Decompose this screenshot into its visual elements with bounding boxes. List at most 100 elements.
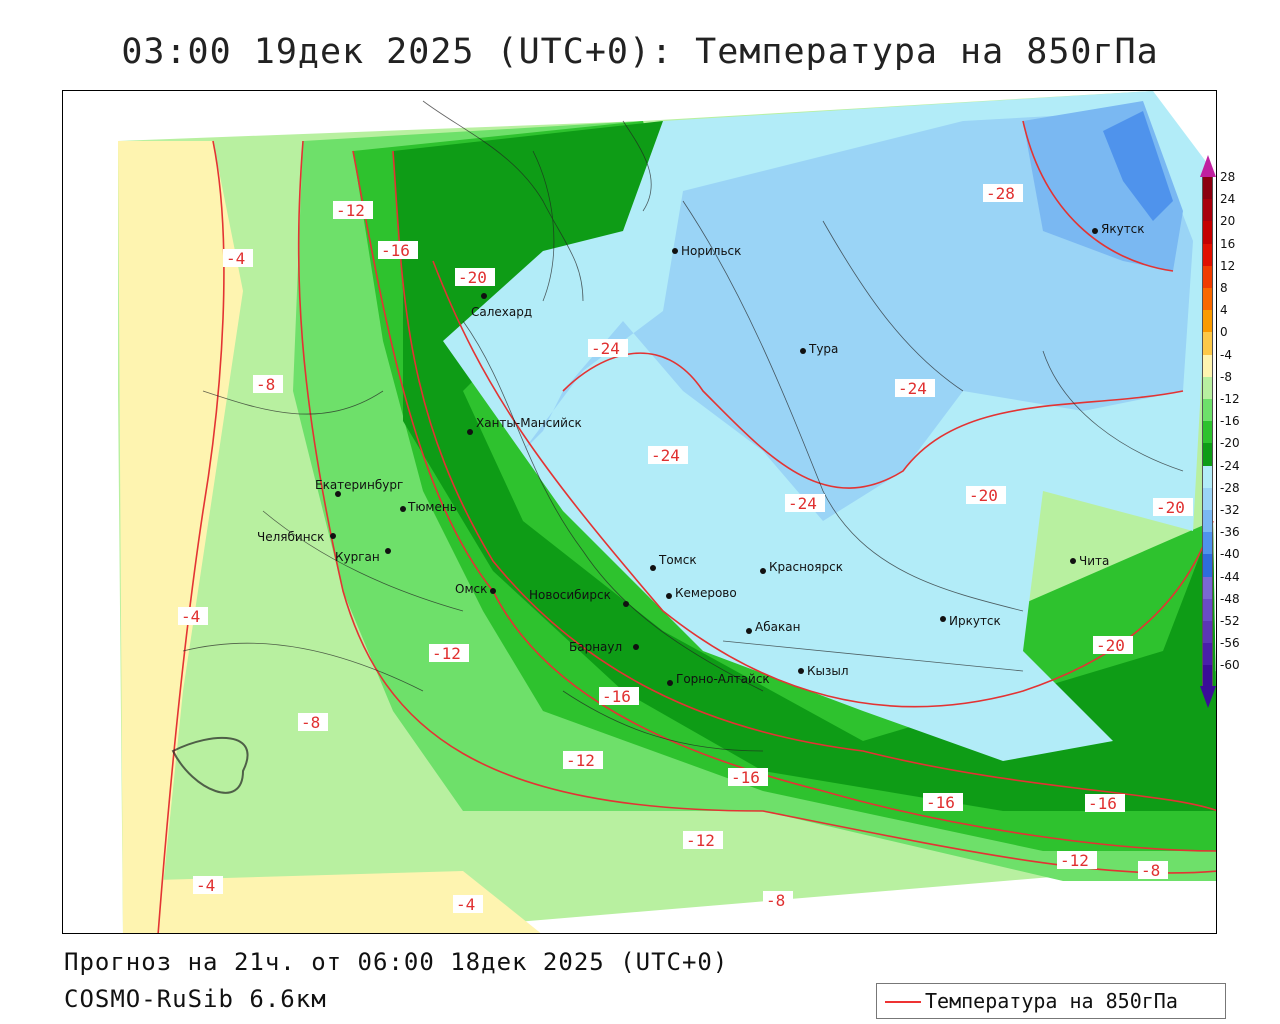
colorbar-tick-label: 4 bbox=[1220, 303, 1228, 318]
contour-label: -12 bbox=[683, 831, 723, 850]
contour-label: -16 bbox=[378, 241, 418, 260]
city-novosibirsk: Новосибирск bbox=[529, 588, 629, 607]
city-chelyabinsk: Челябинск bbox=[257, 530, 336, 544]
svg-text:-4: -4 bbox=[456, 895, 475, 914]
map-canvas: Норильск Салехард Тура Якутск Ханты-Манс… bbox=[118, 91, 1216, 933]
colorbar-tick-label: 20 bbox=[1220, 214, 1236, 229]
contour-label: -4 bbox=[193, 876, 223, 895]
svg-text:Ханты-Мансийск: Ханты-Мансийск bbox=[476, 416, 582, 430]
svg-text:-8: -8 bbox=[301, 713, 320, 732]
colorbar-tick-label: 12 bbox=[1220, 258, 1236, 273]
colorbar-cell bbox=[1202, 576, 1213, 599]
city-norilsk: Норильск bbox=[672, 244, 741, 258]
svg-text:-24: -24 bbox=[651, 446, 680, 465]
colorbar-tick-label: -48 bbox=[1220, 591, 1240, 606]
isotherm-minus16 bbox=[392, 150, 1216, 812]
svg-text:Иркутск: Иркутск bbox=[949, 614, 1001, 628]
city-irkutsk: Иркутск bbox=[940, 614, 1001, 628]
svg-text:Абакан: Абакан bbox=[755, 620, 800, 634]
svg-text:-20: -20 bbox=[1156, 498, 1185, 517]
svg-text:Салехард: Салехард bbox=[471, 305, 532, 319]
colorbar-cell bbox=[1202, 332, 1213, 355]
colorbar-cell bbox=[1202, 265, 1213, 288]
isotherm-minus8 bbox=[297, 140, 1216, 874]
city-chita: Чита bbox=[1070, 554, 1109, 568]
svg-text:Екатеринбург: Екатеринбург bbox=[315, 478, 403, 492]
colorbar-tick-label: -4 bbox=[1220, 347, 1232, 362]
svg-text:Барнаул: Барнаул bbox=[569, 640, 622, 654]
band-minus16-to-minus20 bbox=[393, 121, 1216, 811]
contour-label: -16 bbox=[1085, 794, 1125, 813]
city-tomsk: Томск bbox=[650, 553, 697, 571]
svg-text:-12: -12 bbox=[566, 751, 595, 770]
city-abakan: Абакан bbox=[746, 620, 800, 634]
svg-text:-16: -16 bbox=[926, 793, 955, 812]
svg-text:-4: -4 bbox=[196, 876, 215, 895]
colorbar-tick-label: -56 bbox=[1220, 636, 1240, 651]
svg-text:-24: -24 bbox=[898, 379, 927, 398]
colorbar-cell bbox=[1202, 465, 1213, 488]
colorbar-cell bbox=[1202, 199, 1213, 222]
svg-text:-12: -12 bbox=[686, 831, 715, 850]
svg-text:Кызыл: Кызыл bbox=[807, 664, 849, 678]
contour-label: -12 bbox=[563, 751, 603, 770]
legend-label: Температура на 850гПа bbox=[925, 989, 1178, 1013]
isotherm-minus24-a bbox=[562, 352, 1184, 489]
svg-text:-20: -20 bbox=[1096, 636, 1125, 655]
contour-label: -8 bbox=[253, 375, 283, 394]
colorbar-tick-label: -28 bbox=[1220, 480, 1240, 495]
map-frame[interactable]: Норильск Салехард Тура Якутск Ханты-Манс… bbox=[62, 90, 1217, 934]
colorbar-tick-label: -16 bbox=[1220, 414, 1240, 429]
contour-label: -8 bbox=[1138, 861, 1168, 880]
svg-text:-8: -8 bbox=[766, 891, 785, 910]
colorbar-cell bbox=[1202, 354, 1213, 377]
city-barnaul: Барнаул bbox=[569, 640, 639, 654]
legend-line-swatch bbox=[885, 1001, 921, 1003]
city-kemerovo: Кемерово bbox=[666, 586, 737, 600]
contour-label: -16 bbox=[923, 793, 963, 812]
contour-label: -24 bbox=[785, 494, 825, 513]
colorbar-cell bbox=[1202, 643, 1213, 666]
contour-label: -20 bbox=[1153, 498, 1193, 517]
city-tyumen: Тюмень bbox=[400, 500, 457, 514]
legend: Температура на 850гПа bbox=[876, 983, 1226, 1019]
colorbar-bottom-arrow bbox=[1200, 685, 1216, 708]
colorbar-cell bbox=[1202, 443, 1213, 466]
colorbar-cell bbox=[1202, 554, 1213, 577]
contour-label: -12 bbox=[1057, 851, 1097, 870]
colorbar-tick-label: 0 bbox=[1220, 325, 1228, 340]
svg-text:Новосибирск: Новосибирск bbox=[529, 588, 611, 602]
city-kyzyl: Кызыл bbox=[798, 664, 849, 678]
colorbar-tick-label: -8 bbox=[1220, 369, 1232, 384]
contour-label: -28 bbox=[983, 184, 1023, 203]
colorbar-tick-label: 8 bbox=[1220, 281, 1228, 295]
svg-text:Тюмень: Тюмень bbox=[407, 500, 457, 514]
contour-label: -16 bbox=[599, 687, 639, 706]
colorbar-cell bbox=[1202, 421, 1213, 444]
isotherm-minus28 bbox=[1022, 120, 1174, 272]
colorbar-tick-label: -32 bbox=[1220, 503, 1240, 517]
svg-text:Челябинск: Челябинск bbox=[257, 530, 324, 544]
contour-label: -24 bbox=[895, 379, 935, 398]
svg-text:-8: -8 bbox=[1141, 861, 1160, 880]
colorbar-cell bbox=[1202, 510, 1213, 533]
colorbar-tick-label: -60 bbox=[1220, 658, 1240, 673]
colorbar-cell bbox=[1202, 487, 1213, 510]
svg-text:-12: -12 bbox=[336, 201, 365, 220]
colorbar-cell bbox=[1202, 621, 1213, 644]
city-markers: Норильск Салехард Тура Якутск Ханты-Манс… bbox=[257, 222, 1145, 686]
colorbar-cell bbox=[1202, 598, 1213, 621]
colorbar-tick-label: -36 bbox=[1220, 525, 1240, 540]
contour-label: -20 bbox=[455, 268, 495, 287]
svg-text:Якутск: Якутск bbox=[1101, 222, 1145, 236]
city-salekhard: Салехард bbox=[471, 293, 532, 319]
colorbar-tick-label: -24 bbox=[1220, 458, 1240, 473]
svg-text:-16: -16 bbox=[602, 687, 631, 706]
svg-text:Омск: Омск bbox=[455, 582, 487, 596]
city-omsk: Омск bbox=[455, 582, 496, 596]
svg-text:-24: -24 bbox=[788, 494, 817, 513]
model-name: COSMO-RuSib 6.6км bbox=[64, 985, 327, 1013]
contour-label: -4 bbox=[223, 249, 253, 268]
colorbar-cell bbox=[1202, 532, 1213, 555]
svg-text:-12: -12 bbox=[432, 644, 461, 663]
